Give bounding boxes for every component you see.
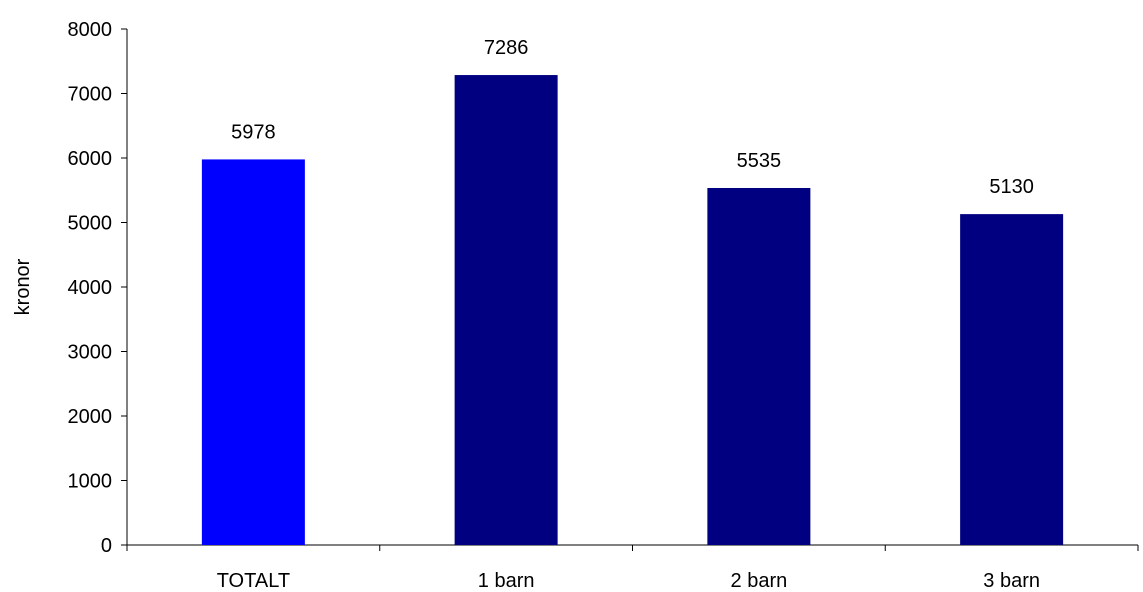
y-tick-label: 2000: [68, 406, 113, 428]
y-tick-label: 6000: [68, 148, 113, 170]
y-tick-label: 3000: [68, 342, 113, 364]
data-label: 5535: [737, 150, 782, 172]
bar-3-barn: [960, 214, 1064, 546]
y-tick-label: 8000: [68, 19, 113, 41]
bar-1-barn: [454, 75, 558, 545]
bar-2-barn: [707, 187, 811, 545]
y-axis: 0 1000 2000 3000 4000 5000 6000 7000 8000: [68, 19, 128, 557]
data-label: 5978: [231, 121, 276, 143]
bars: [201, 75, 1064, 546]
y-tick-label: 4000: [68, 277, 113, 299]
y-tick-label: 0: [101, 535, 112, 557]
bar-totalt: [201, 159, 305, 545]
x-axis: TOTALT 1 barn 2 barn 3 barn: [126, 544, 1139, 592]
y-axis-title: kronor: [12, 258, 34, 315]
x-category-label: 1 barn: [478, 570, 535, 592]
y-tick-label: 5000: [68, 213, 113, 235]
data-label: 5130: [989, 176, 1034, 198]
x-category-label: 2 barn: [731, 570, 788, 592]
y-tick-label: 7000: [68, 84, 113, 106]
x-category-label: 3 barn: [983, 570, 1040, 592]
x-category-label: TOTALT: [217, 570, 290, 592]
data-label: 7286: [484, 37, 529, 59]
data-labels: 5978 7286 5535 5130: [231, 37, 1034, 198]
y-tick-label: 1000: [68, 471, 113, 493]
